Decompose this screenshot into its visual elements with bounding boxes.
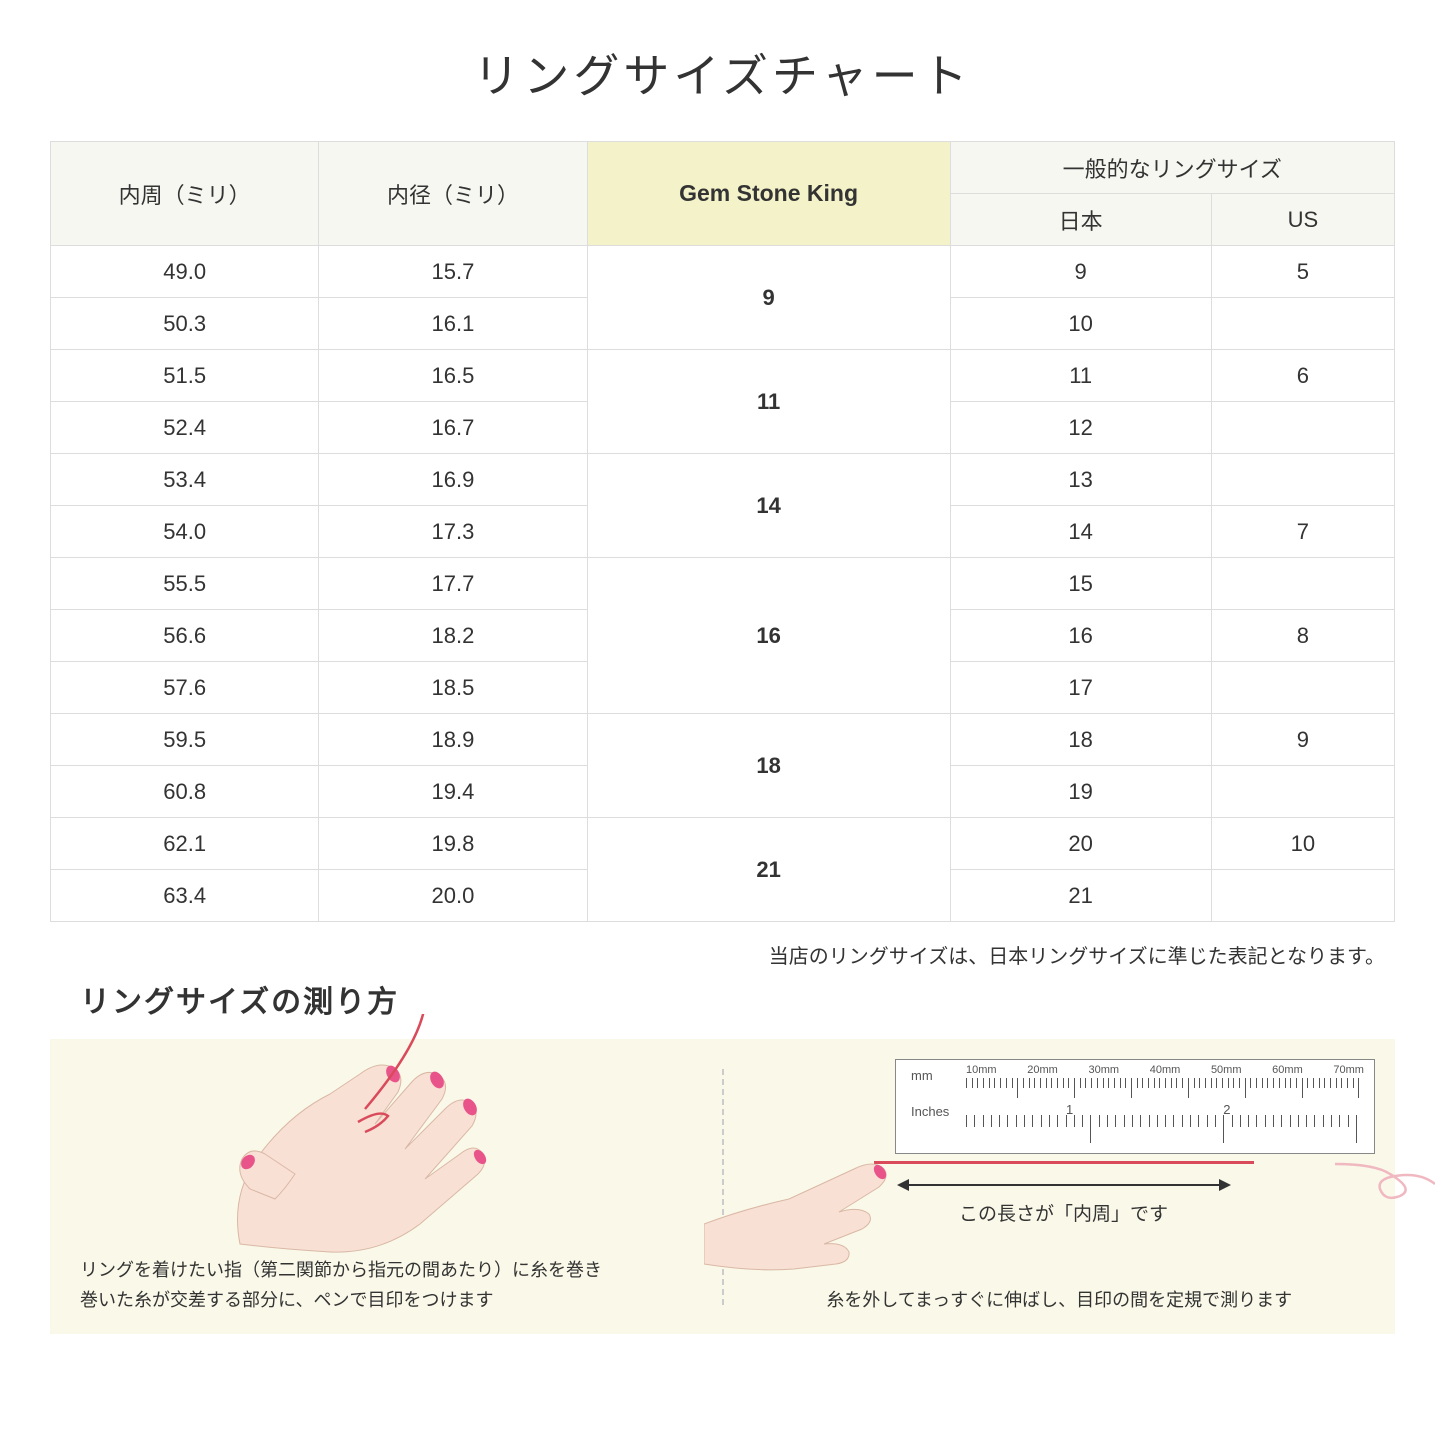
header-japan: 日本 [950,194,1211,246]
table-row: 59.518.918189 [51,714,1395,766]
hand-illustration-wrap [180,1014,540,1264]
footnote: 当店のリングサイズは、日本リングサイズに準じた表記となります。 [50,940,1395,969]
step2-caption: 糸を外してまっすぐに伸ばし、目印の間を定規で測ります [754,1285,1366,1316]
header-us: US [1211,194,1394,246]
header-gsk: Gem Stone King [587,142,950,246]
page-title: リングサイズチャート [50,40,1395,106]
table-row: 62.119.8212010 [51,818,1395,870]
hand-illustration-measure [704,1114,934,1274]
howto-panel: リングを着けたい指（第二関節から指元の間あたり）に糸を巻き 巻いた糸が交差する部… [50,1039,1395,1334]
header-general: 一般的なリングサイズ [950,142,1394,194]
header-circumference: 内周（ミリ） [51,142,319,246]
ruler-illustration: 10mm20mm30mm40mm50mm60mm70mm mm Inches 1… [895,1059,1375,1154]
header-diameter: 内径（ミリ） [319,142,587,246]
table-row: 49.015.7995 [51,246,1395,298]
measurement-arrow [899,1184,1229,1186]
arrow-label: この長さが「内周」です [899,1199,1229,1226]
howto-step-1: リングを着けたい指（第二関節から指元の間あたり）に糸を巻き 巻いた糸が交差する部… [50,1039,722,1334]
size-chart-table: 内周（ミリ） 内径（ミリ） Gem Stone King 一般的なリングサイズ … [50,141,1395,922]
thread-curl [1335,1134,1435,1204]
ruler-mm-label: mm [911,1068,933,1083]
step1-caption: リングを着けたい指（第二関節から指元の間あたり）に糸を巻き 巻いた糸が交差する部… [80,1255,692,1316]
table-row: 53.416.91413 [51,454,1395,506]
table-row: 55.517.71615 [51,558,1395,610]
howto-step-2: 10mm20mm30mm40mm50mm60mm70mm mm Inches 1… [724,1039,1396,1334]
table-row: 51.516.511116 [51,350,1395,402]
